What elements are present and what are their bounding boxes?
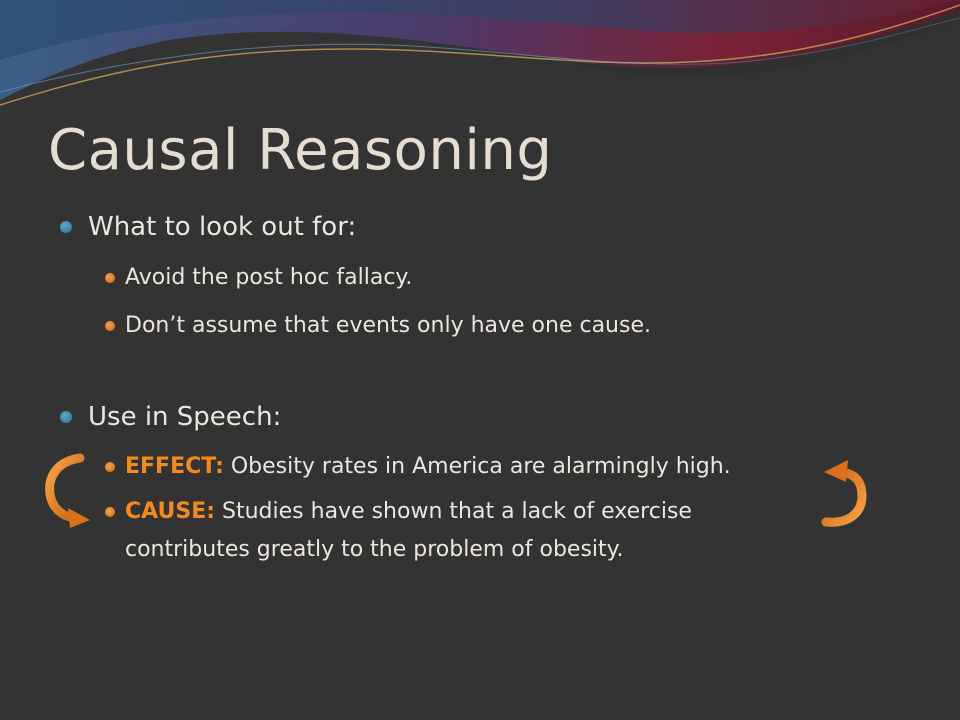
cause-label: CAUSE: — [125, 499, 216, 524]
list-item: Don’t assume that events only have one c… — [105, 307, 825, 345]
cause-text: Studies have shown that a lack of exerci… — [125, 499, 692, 562]
slide-title: Causal Reasoning — [48, 118, 553, 183]
effect-text: Obesity rates in America are alarmingly … — [223, 454, 731, 479]
list-item: Avoid the post hoc fallacy. — [105, 259, 825, 297]
effect-item: EFFECT: Obesity rates in America are ala… — [105, 448, 825, 486]
effect-label: EFFECT: — [125, 454, 224, 479]
section-heading-use-in-speech: Use in Speech: — [59, 402, 282, 432]
section-heading-look-out: What to look out for: — [59, 212, 357, 242]
curved-arrow-right-icon — [821, 460, 867, 527]
cause-item: CAUSE: Studies have shown that a lack of… — [105, 493, 815, 569]
decorative-wave-band — [0, 0, 960, 106]
curved-arrow-left-icon — [45, 453, 90, 528]
